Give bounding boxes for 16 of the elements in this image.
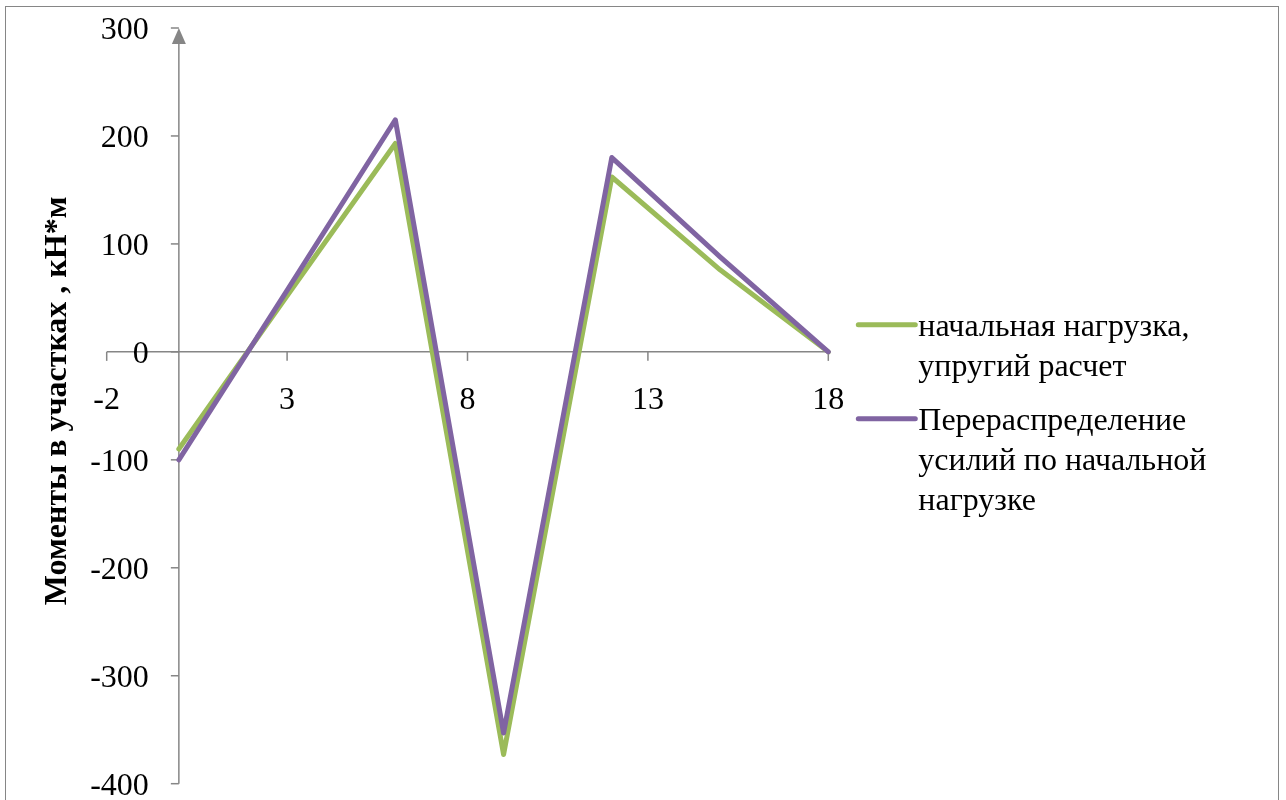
y-tick-label: 100 <box>100 225 149 262</box>
y-tick-label: -300 <box>90 657 149 694</box>
x-tick-label: -2 <box>93 379 121 416</box>
y-tick-label: 300 <box>100 10 149 46</box>
y-tick-label: -200 <box>90 549 149 586</box>
y-tick-label: 200 <box>100 117 149 154</box>
y-tick-label: 0 <box>132 333 149 370</box>
y-tick-label: -400 <box>90 765 149 800</box>
x-tick-label: 8 <box>459 379 476 416</box>
legend-label: Перераспределение усилий по начальной нагрузке <box>918 400 1207 517</box>
x-tick-label: 18 <box>812 379 845 416</box>
y-axis-title: Моменты в участках , кН*м <box>37 196 73 606</box>
y-tick-label: -100 <box>90 441 149 478</box>
x-tick-label: 13 <box>631 379 664 416</box>
legend-label: начальная нагрузка, упругий расчет <box>918 306 1190 383</box>
x-tick-label: 3 <box>279 379 296 416</box>
